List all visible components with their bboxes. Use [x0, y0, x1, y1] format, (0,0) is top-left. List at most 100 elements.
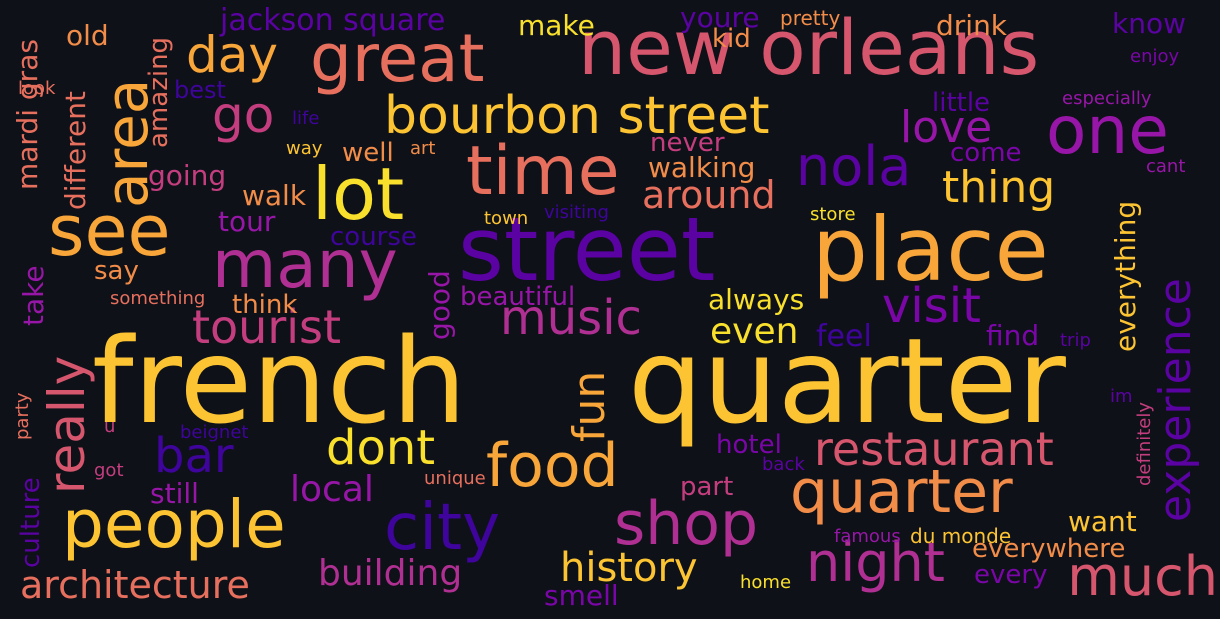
word-love: love: [900, 102, 993, 153]
word-many: many: [212, 226, 398, 303]
word-building: building: [318, 553, 463, 594]
word-one: one: [1046, 92, 1169, 169]
word-especially: especially: [1062, 88, 1152, 109]
word-make: make: [518, 9, 595, 42]
word-people: people: [62, 486, 286, 563]
word-come: come: [950, 138, 1022, 168]
word-good: good: [423, 270, 456, 340]
word-different: different: [59, 91, 92, 210]
word-music: music: [500, 290, 642, 346]
word-store: store: [810, 204, 856, 225]
word-amazing: amazing: [144, 36, 174, 148]
word-still: still: [150, 477, 199, 510]
word-back: back: [762, 454, 805, 475]
word-feel: feel: [816, 319, 872, 354]
word-drink: drink: [936, 9, 1008, 42]
word-every: every: [974, 560, 1048, 590]
word-town: town: [484, 208, 529, 229]
word-go: go: [212, 86, 275, 144]
word-party: party: [12, 392, 33, 440]
word-know: know: [1112, 7, 1186, 40]
word-shop: shop: [614, 489, 759, 559]
word-art: art: [410, 138, 436, 159]
word-really: really: [38, 355, 96, 494]
word-du-monde: du monde: [910, 524, 1012, 548]
word-visit: visit: [882, 278, 981, 334]
word-everything: everything: [1109, 200, 1142, 352]
word-take: take: [17, 265, 50, 326]
word-french: french: [92, 312, 467, 450]
word-youre: youre: [680, 1, 760, 34]
word-jackson-square: jackson square: [220, 3, 446, 38]
word-visiting: visiting: [544, 202, 609, 223]
word-always: always: [708, 283, 805, 316]
word-quarter-2: quarter: [790, 457, 1013, 527]
word-fun: fun: [564, 370, 615, 442]
word-thing: thing: [942, 162, 1056, 213]
word-even: even: [710, 311, 799, 352]
word-life: life: [292, 108, 320, 129]
word-street: street: [458, 198, 716, 301]
word-around: around: [642, 173, 776, 217]
word-got: got: [94, 460, 124, 481]
word-think: think: [232, 290, 298, 320]
word-going: going: [148, 159, 227, 192]
word-course: course: [330, 222, 417, 252]
word-great: great: [310, 20, 485, 97]
word-dont: dont: [326, 420, 436, 476]
word-never: never: [650, 128, 725, 158]
word-culture: culture: [16, 477, 46, 568]
word-home: home: [740, 572, 792, 593]
word-new-orleans: new orleans: [578, 3, 1040, 92]
word-hotel: hotel: [716, 430, 782, 460]
word-want: want: [1068, 505, 1137, 538]
word-pretty: pretty: [780, 6, 841, 30]
word-night: night: [806, 531, 945, 594]
word-walking: walking: [648, 151, 756, 184]
word-look: look: [18, 78, 56, 99]
word-bourbon-street: bourbon street: [384, 86, 770, 146]
word-time: time: [466, 132, 620, 211]
word-see: see: [48, 190, 171, 272]
word-experience: experience: [1150, 278, 1201, 522]
word-way: way: [286, 138, 323, 159]
word-day: day: [186, 26, 278, 84]
word-much: much: [1067, 545, 1218, 608]
word-old: old: [66, 19, 109, 52]
word-part: part: [680, 472, 734, 502]
word-tour: tour: [218, 205, 276, 238]
word-local: local: [290, 469, 374, 510]
word-quarter-big: quarter: [628, 312, 1066, 450]
word-city: city: [384, 491, 500, 565]
word-beautiful: beautiful: [460, 282, 576, 312]
word-history: history: [560, 545, 698, 591]
word-unique: unique: [424, 468, 486, 489]
word-well: well: [342, 138, 394, 168]
word-everywhere: everywhere: [972, 534, 1126, 564]
word-restaurant: restaurant: [814, 422, 1054, 476]
word-bar: bar: [154, 428, 234, 484]
word-cant: cant: [1146, 156, 1186, 177]
word-lot: lot: [312, 152, 405, 236]
word-walk: walk: [242, 179, 307, 212]
word-definitely: definitely: [1134, 401, 1155, 486]
word-something: something: [110, 288, 206, 309]
word-beignet: beignet: [180, 422, 249, 443]
word-u: u: [104, 416, 116, 437]
word-tourist: tourist: [192, 300, 342, 354]
word-little: little: [932, 88, 991, 118]
word-mardi-gras: mardi gras: [11, 39, 44, 190]
word-find: find: [986, 319, 1040, 352]
word-architecture: architecture: [20, 563, 250, 607]
word-im: im: [1110, 386, 1133, 407]
word-enjoy: enjoy: [1130, 46, 1180, 67]
word-famous: famous: [834, 526, 901, 547]
word-nola: nola: [796, 135, 912, 198]
word-trip: trip: [1060, 330, 1091, 351]
word-place: place: [812, 198, 1049, 301]
word-best: best: [174, 76, 226, 104]
word-kid: kid: [712, 24, 751, 54]
word-smell: smell: [544, 579, 619, 612]
word-food: food: [486, 431, 619, 501]
